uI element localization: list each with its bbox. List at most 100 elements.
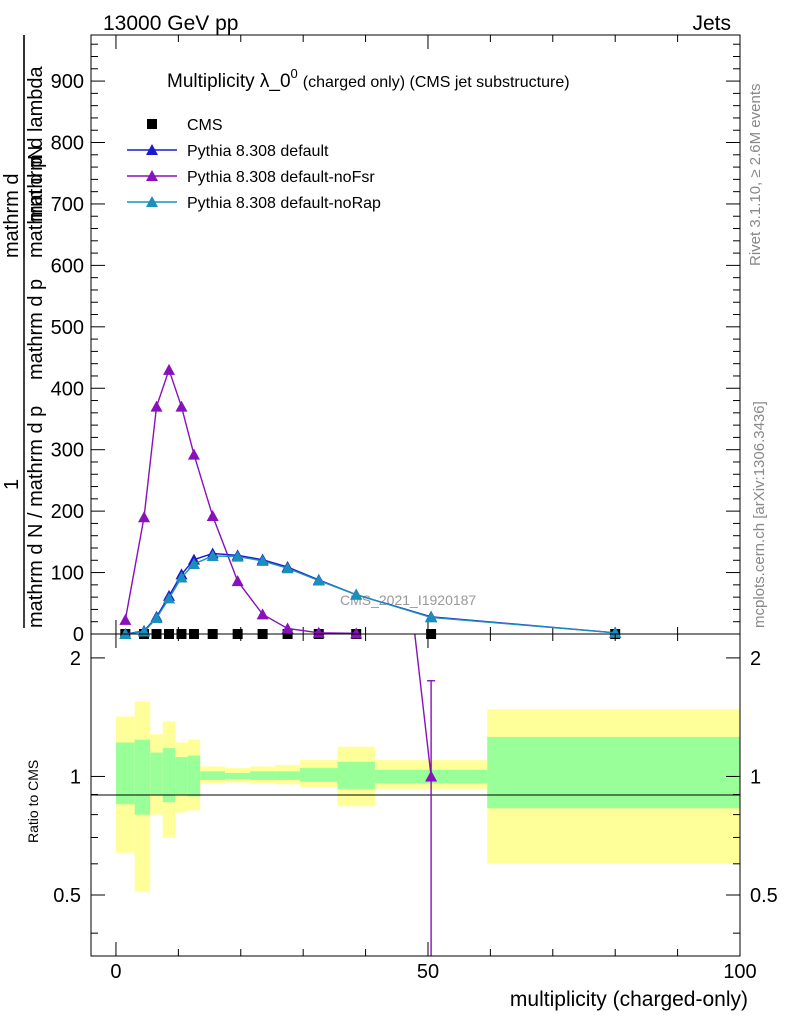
series-marker-2: [119, 613, 132, 625]
analysis-watermark: CMS_2021_I1920187: [340, 592, 476, 608]
chart-title-suffix: (charged only) (CMS jet substructure): [303, 74, 570, 91]
main-y-tick-label: 600: [51, 255, 84, 277]
x-tick-labels: 0 50 100: [110, 961, 756, 983]
series-marker-2: [312, 626, 325, 638]
ylabel-denominator: mathrm d N / mathrm d p: [25, 406, 47, 628]
main-y-axis-label: 1 mathrm d N / mathrm d p N mathrm d mat…: [1, 35, 47, 628]
ylabel-num-n: N: [25, 146, 47, 160]
main-y-tick-label: 900: [51, 71, 84, 93]
legend-label: Pythia 8.308 default-noRap: [187, 195, 381, 212]
series-marker-2: [206, 510, 219, 522]
ratio-inner-band: [200, 771, 226, 780]
main-y-tick-label: 0: [73, 624, 84, 646]
header-right: Jets: [692, 12, 731, 35]
series-marker-3: [256, 554, 269, 566]
series-marker-2: [138, 511, 151, 523]
ratio-inner-band: [134, 739, 151, 815]
main-y-tick-label: 800: [51, 133, 84, 155]
series-marker-2: [187, 448, 200, 460]
ratio-series-clip: [414, 634, 438, 956]
ratio-inner-band: [162, 748, 176, 803]
header-left: 13000 GeV pp: [103, 12, 238, 35]
ratio-y-tick-label: 1: [70, 766, 81, 788]
main-y-tick-label: 300: [51, 440, 84, 462]
legend-label: CMS: [187, 117, 223, 134]
ratio-inner-band: [487, 736, 740, 809]
mcplots-label: mcplots.cern.ch [arXiv:1306.3436]: [751, 401, 768, 628]
legend-marker-triangle: [146, 170, 158, 181]
ratio-y-tick-label-right: 1: [750, 766, 761, 788]
ratio-inner-band: [175, 757, 188, 795]
x-tick-label: 0: [110, 961, 121, 983]
series-marker-2: [175, 400, 188, 412]
series-marker-2: [163, 363, 176, 375]
series-marker-3: [609, 626, 622, 638]
main-y-tick-label: 500: [51, 317, 84, 339]
ratio-inner-band: [250, 771, 276, 780]
series-line-3: [125, 555, 616, 635]
legend-marker-triangle: [146, 144, 158, 155]
ratio-axis-ticks: [91, 634, 741, 956]
legend-label: Pythia 8.308 default: [187, 143, 329, 160]
chart-title: Multiplicity λ_00 (charged only) (CMS jet…: [167, 66, 570, 92]
main-axis-ticks: [91, 35, 741, 635]
series-marker-3: [231, 550, 244, 562]
chart-title-main: Multiplicity λ_0: [167, 71, 291, 92]
rivet-version-label: Rivet 3.1.10, ≥ 2.6M events: [747, 84, 764, 267]
legend-marker-square: [147, 119, 157, 129]
series-marker-3: [312, 574, 325, 586]
ratio-y-tick-label-right: 2: [750, 648, 761, 670]
ratio-marker-nofsr: [425, 770, 438, 782]
series-marker-3: [150, 612, 163, 624]
x-tick-label: 100: [723, 961, 756, 983]
ratio-frame: [90, 633, 741, 957]
ratio-line-nofsr: [414, 634, 432, 777]
series-marker-2: [281, 622, 294, 634]
ylabel-den-dp2: mathrm d p: [25, 157, 47, 258]
ratio-series-layer: [414, 634, 438, 956]
series-marker-2: [150, 400, 163, 412]
ratio-inner-band: [187, 755, 201, 797]
ylabel-num-d: mathrm d: [1, 174, 23, 258]
ratio-y-axis-label: Ratio to CMS: [25, 760, 41, 843]
ratio-inner-band: [150, 752, 163, 795]
series-marker-2: [350, 627, 363, 639]
legend-label: Pythia 8.308 default-noFsr: [187, 169, 375, 186]
main-y-tick-labels: 0 100 200 300 400 500 600 700 800 900: [51, 71, 84, 646]
series-marker-2: [231, 575, 244, 587]
main-panel: 0 100 200 300 400 500 600 700 800 900 Multiplicit…: [51, 34, 741, 646]
ratio-panel: 0.5 0.5 1 1 2 2 0 50 100 Ratio to CMS multiplic…: [25, 633, 778, 1011]
series-marker-3: [175, 571, 188, 583]
series-line-2: [124, 367, 357, 635]
series-marker-3: [206, 549, 219, 561]
main-y-tick-label: 700: [51, 194, 84, 216]
ylabel-numerator-one: 1: [1, 479, 23, 490]
ratio-inner-band: [300, 768, 338, 782]
ratio-inner-band: [225, 773, 251, 780]
x-tick-label: 50: [417, 961, 439, 983]
ratio-uncertainty-bands: [115, 701, 740, 892]
ratio-inner-band: [115, 742, 135, 805]
ratio-y-tick-label: 2: [70, 648, 81, 670]
ratio-y-tick-label: 0.5: [53, 885, 81, 907]
ratio-y-tick-label-right: 0.5: [750, 885, 778, 907]
series-marker-3: [281, 562, 294, 574]
series-marker-3: [425, 611, 438, 623]
main-y-tick-label: 400: [51, 378, 84, 400]
main-y-tick-label: 100: [51, 563, 84, 585]
x-axis-label: multiplicity (charged-only): [510, 988, 748, 1011]
legend-marker-triangle: [146, 196, 158, 207]
series-marker-3: [187, 557, 200, 569]
series-marker-3: [163, 592, 176, 604]
ratio-inner-band: [275, 771, 301, 780]
chart-title-sup: 0: [291, 66, 298, 81]
series-marker-2: [256, 608, 269, 620]
ylabel-den-dlambda: mathrm d lambda: [25, 66, 47, 222]
ylabel-den-dp1: mathrm d p: [25, 279, 47, 380]
ratio-inner-band: [337, 761, 375, 789]
legend: CMS Pythia 8.308 default Pythia 8.308 defa…: [127, 117, 381, 212]
series-marker-3: [350, 588, 363, 600]
main-y-tick-label: 200: [51, 501, 84, 523]
ratio-y-tick-labels: 0.5 0.5 1 1 2 2: [53, 648, 778, 907]
